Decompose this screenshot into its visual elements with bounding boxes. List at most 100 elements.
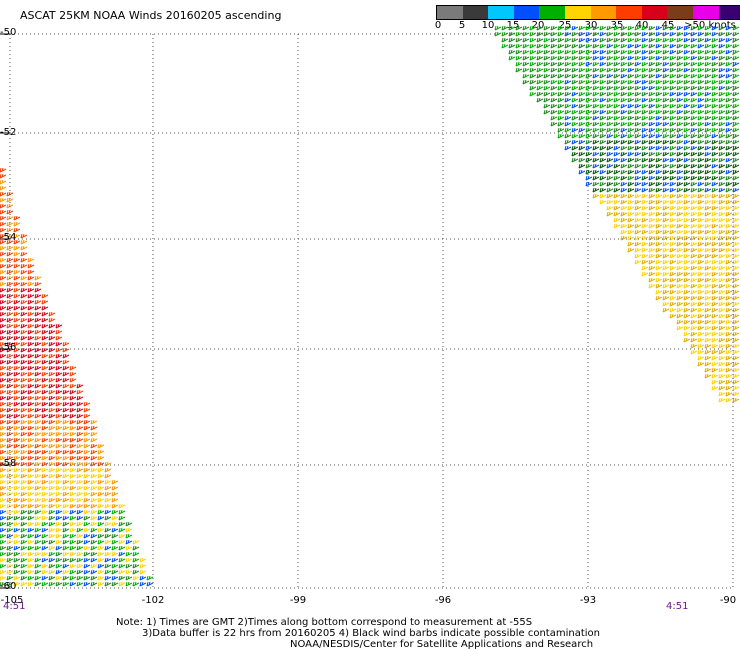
- right-swath-barb: [550, 91, 558, 97]
- right-swath-barb: [606, 211, 614, 217]
- left-swath-barb: [27, 269, 35, 275]
- right-swath-barb: [718, 241, 726, 247]
- left-swath-barb: [27, 539, 35, 545]
- right-swath-barb: [669, 127, 677, 133]
- left-swath-barb: [0, 359, 7, 365]
- right-swath-barb: [683, 97, 691, 103]
- right-swath-barb: [606, 67, 614, 73]
- right-swath-barb: [676, 97, 684, 103]
- left-swath-barb: [27, 449, 35, 455]
- left-swath-barb: [41, 539, 49, 545]
- right-swath-barb: [676, 37, 684, 43]
- left-swath-barb: [13, 491, 21, 497]
- right-swath-barb: [641, 61, 649, 67]
- left-swath-barb: [20, 407, 28, 413]
- right-swath-barb: [732, 55, 740, 61]
- right-swath-barb: [571, 133, 579, 139]
- right-swath-barb: [676, 193, 684, 199]
- right-swath-barb: [522, 61, 530, 67]
- left-swath-barb: [97, 581, 105, 587]
- left-swath-barb: [48, 311, 56, 317]
- right-swath-barb: [704, 55, 712, 61]
- left-swath-barb: [132, 557, 140, 563]
- right-swath-barb: [697, 79, 705, 85]
- left-swath-barb: [13, 359, 21, 365]
- right-swath-barb: [697, 295, 705, 301]
- right-swath-barb: [655, 55, 663, 61]
- right-swath-barb: [697, 115, 705, 121]
- right-swath-barb: [648, 265, 656, 271]
- right-swath-barb: [620, 49, 628, 55]
- right-swath-barb: [711, 151, 719, 157]
- left-swath-barb: [13, 287, 21, 293]
- right-swath-barb: [669, 79, 677, 85]
- left-swath-barb: [27, 377, 35, 383]
- right-swath-barb: [697, 325, 705, 331]
- right-swath-barb: [620, 43, 628, 49]
- right-swath-barb: [662, 307, 670, 313]
- left-swath-barb: [76, 563, 84, 569]
- right-swath-barb: [725, 61, 733, 67]
- right-swath-barb: [662, 163, 670, 169]
- right-swath-barb: [718, 361, 726, 367]
- left-swath-barb: [27, 479, 35, 485]
- right-swath-barb: [578, 169, 586, 175]
- left-swath-barb: [0, 479, 7, 485]
- right-swath-barb: [599, 103, 607, 109]
- right-swath-barb: [648, 277, 656, 283]
- right-swath-barb: [732, 61, 740, 67]
- right-swath-barb: [655, 97, 663, 103]
- right-swath-barb: [648, 139, 656, 145]
- left-swath-barb: [27, 557, 35, 563]
- right-swath-barb: [592, 175, 600, 181]
- left-swath-barb: [55, 401, 63, 407]
- right-swath-barb: [648, 49, 656, 55]
- left-swath-barb: [0, 413, 7, 419]
- left-swath-barb: [97, 521, 105, 527]
- right-swath-barb: [529, 67, 537, 73]
- right-swath-barb: [704, 373, 712, 379]
- right-swath-barb: [550, 55, 558, 61]
- right-swath-barb: [697, 277, 705, 283]
- right-swath-barb: [732, 169, 740, 175]
- right-swath-barb: [571, 49, 579, 55]
- left-swath-barb: [20, 305, 28, 311]
- left-swath-barb: [111, 491, 119, 497]
- right-swath-barb: [669, 241, 677, 247]
- right-swath-barb: [501, 37, 509, 43]
- right-swath-barb: [648, 223, 656, 229]
- left-swath-barb: [27, 287, 35, 293]
- right-swath-barb: [676, 109, 684, 115]
- left-swath-barb: [62, 521, 70, 527]
- left-swath-barb: [90, 449, 98, 455]
- right-swath-barb: [585, 175, 593, 181]
- right-swath-barb: [662, 127, 670, 133]
- right-swath-barb: [697, 139, 705, 145]
- right-swath-barb: [718, 265, 726, 271]
- left-swath-barb: [48, 527, 56, 533]
- right-swath-barb: [613, 73, 621, 79]
- right-swath-barb: [578, 49, 586, 55]
- left-swath-barb: [55, 377, 63, 383]
- right-swath-barb: [585, 55, 593, 61]
- left-swath-barb: [69, 545, 77, 551]
- right-swath-barb: [697, 331, 705, 337]
- left-swath-barb: [104, 557, 112, 563]
- left-swath-barb: [62, 431, 70, 437]
- right-swath-barb: [697, 127, 705, 133]
- right-swath-barb: [732, 139, 740, 145]
- right-swath-barb: [662, 79, 670, 85]
- right-swath-barb: [718, 271, 726, 277]
- left-swath-barb: [76, 491, 84, 497]
- right-swath-barb: [669, 301, 677, 307]
- left-swath-barb: [139, 575, 147, 581]
- right-swath-barb: [690, 85, 698, 91]
- right-swath-barb: [704, 25, 712, 31]
- right-swath-barb: [718, 199, 726, 205]
- left-swath-barb: [69, 467, 77, 473]
- right-swath-barb: [543, 61, 551, 67]
- right-swath-barb: [676, 277, 684, 283]
- left-swath-barb: [34, 569, 42, 575]
- right-swath-barb: [564, 73, 572, 79]
- left-swath-barb: [13, 293, 21, 299]
